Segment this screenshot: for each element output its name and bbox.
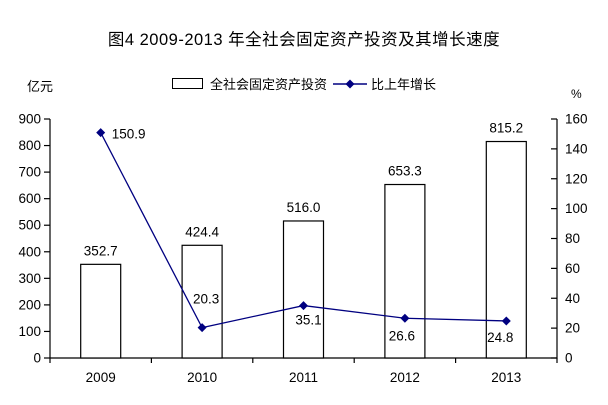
x-axis-label: 2012 [390, 370, 420, 385]
line-value-label: 26.6 [389, 328, 415, 343]
y-axis-right-tick-label: 120 [565, 171, 588, 186]
y-axis-right-tick-label: 140 [565, 141, 588, 156]
legend-bar-swatch [171, 78, 203, 89]
left-axis-unit: 亿元 [27, 79, 54, 94]
line-marker [400, 313, 410, 323]
y-axis-right-tick-label: 60 [565, 261, 580, 276]
bar [384, 183, 426, 359]
y-axis-left-tick-label: 300 [18, 271, 41, 286]
line-marker [299, 301, 308, 311]
line-value-label: 24.8 [487, 330, 513, 345]
y-axis-left-tick-label: 500 [18, 218, 41, 233]
y-axis-left-tick-label: 100 [18, 324, 41, 339]
line-marker [96, 128, 106, 138]
y-axis-left-tick-label: 700 [18, 165, 41, 180]
line-value-label: 150.9 [112, 127, 146, 142]
y-axis-right-tick-label: 40 [565, 291, 580, 306]
line-value-label: 35.1 [295, 313, 321, 328]
bar [282, 220, 325, 359]
y-axis-left-tick-label: 200 [18, 297, 41, 312]
y-axis-left-tick-label: 600 [18, 191, 41, 206]
bar-value-label: 516.0 [287, 200, 321, 215]
y-axis-right-tick-label: 20 [565, 321, 580, 336]
x-axis-label: 2009 [86, 370, 116, 385]
bar-value-label: 815.2 [489, 121, 523, 136]
y-axis-right-tick-label: 80 [565, 231, 580, 246]
line-marker-icon [333, 79, 367, 88]
x-axis-label: 2010 [187, 370, 217, 385]
line-marker [197, 323, 207, 333]
line-marker [501, 316, 511, 326]
y-axis-left-tick-label: 800 [18, 138, 41, 153]
legend-line-label: 比上年增长 [371, 77, 437, 92]
right-axis-unit: % [571, 87, 582, 101]
y-axis-right-tick-label: 160 [565, 112, 588, 127]
y-axis-left-tick-label: 900 [18, 112, 41, 127]
chart-title: 图4 2009-2013 年全社会固定资产投资及其增长速度 [107, 31, 501, 49]
y-axis-right-tick-label: 0 [565, 351, 573, 366]
bar-value-label: 352.7 [84, 243, 118, 258]
bar [485, 140, 527, 359]
bar-value-label: 424.4 [185, 224, 219, 239]
legend-bar-label: 全社会固定资产投资 [209, 77, 327, 92]
y-axis-left-tick-label: 400 [18, 244, 41, 259]
bar [80, 263, 122, 359]
legend: 全社会固定资产投资 比上年增长 [0, 74, 608, 93]
x-axis-label: 2013 [491, 370, 521, 385]
legend-line-swatch [333, 78, 367, 90]
y-axis-right-tick-label: 100 [565, 201, 588, 216]
x-axis-label: 2011 [289, 370, 318, 385]
y-axis-left-tick-label: 0 [33, 351, 41, 366]
bar-value-label: 653.3 [388, 164, 422, 179]
line-value-label: 20.3 [193, 292, 219, 307]
